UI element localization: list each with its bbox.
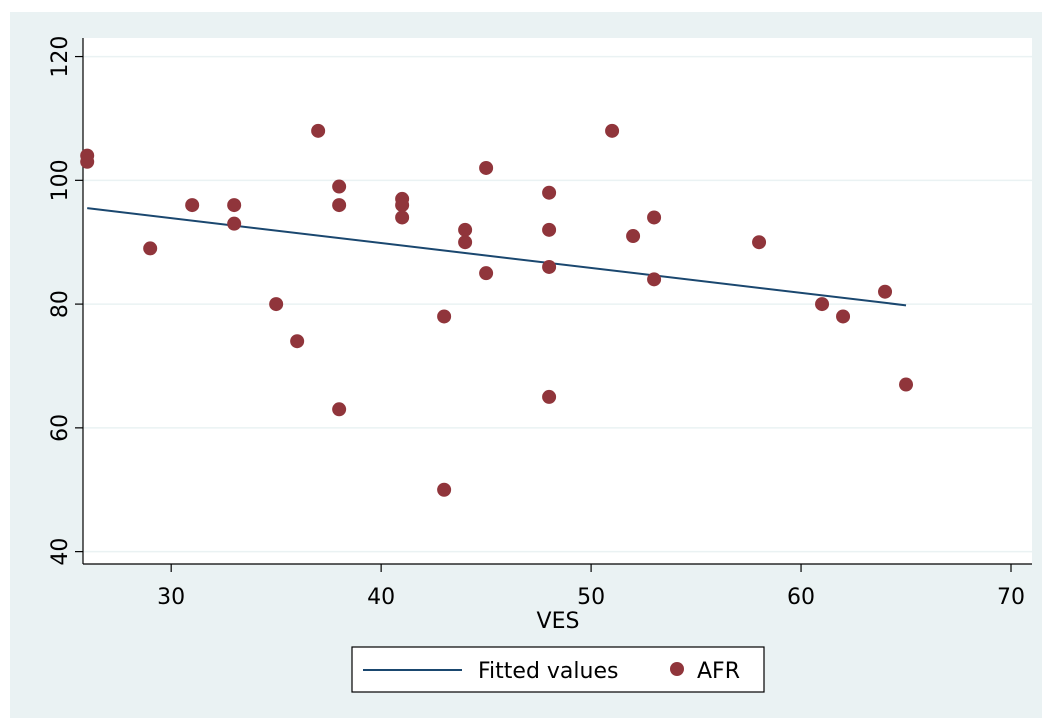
legend-fitted-label: Fitted values bbox=[478, 659, 618, 684]
afr-point bbox=[458, 235, 473, 250]
afr-point bbox=[290, 334, 305, 349]
afr-point bbox=[647, 272, 662, 287]
afr-point bbox=[185, 198, 200, 213]
afr-point bbox=[332, 179, 347, 194]
afr-point bbox=[815, 297, 830, 312]
y-tick-label: 80 bbox=[48, 290, 73, 318]
x-tick-label: 40 bbox=[367, 585, 395, 610]
afr-point bbox=[80, 154, 95, 169]
afr-point bbox=[479, 266, 494, 281]
afr-point bbox=[458, 222, 473, 237]
x-tick-label: 70 bbox=[997, 585, 1025, 610]
y-tick-label: 60 bbox=[48, 414, 73, 442]
afr-point bbox=[542, 185, 557, 200]
y-tick-label: 40 bbox=[48, 538, 73, 566]
afr-points-layer bbox=[80, 123, 914, 497]
fitted-values-line bbox=[87, 207, 907, 307]
afr-point bbox=[542, 389, 557, 404]
afr-point bbox=[311, 123, 326, 138]
afr-point bbox=[437, 309, 452, 324]
afr-point bbox=[332, 198, 347, 213]
afr-point bbox=[878, 284, 893, 299]
x-tick-label: 30 bbox=[157, 585, 185, 610]
y-tick-label: 120 bbox=[48, 36, 73, 78]
afr-point bbox=[542, 259, 557, 274]
afr-point bbox=[332, 402, 347, 417]
x-axis-title: VES bbox=[537, 609, 580, 634]
afr-point bbox=[752, 235, 767, 250]
plot-area bbox=[83, 38, 1032, 564]
afr-point bbox=[395, 198, 410, 213]
y-tick-label: 100 bbox=[48, 159, 73, 201]
afr-point bbox=[647, 210, 662, 225]
afr-point bbox=[269, 297, 284, 312]
afr-point bbox=[899, 377, 914, 392]
afr-point bbox=[836, 309, 851, 324]
afr-point bbox=[542, 222, 557, 237]
afr-point bbox=[479, 160, 494, 175]
afr-point bbox=[227, 198, 242, 213]
legend-afr-label: AFR bbox=[697, 659, 740, 684]
x-tick-label: 60 bbox=[787, 585, 815, 610]
afr-point bbox=[437, 482, 452, 497]
afr-point bbox=[626, 229, 641, 244]
afr-point bbox=[395, 210, 410, 225]
afr-point bbox=[227, 216, 242, 231]
afr-point bbox=[143, 241, 158, 256]
grid-lines bbox=[83, 55, 1032, 553]
afr-point bbox=[605, 123, 620, 138]
axes: 40 60 80 100 120 30 40 50 60 70 bbox=[48, 36, 1032, 610]
legend: Fitted values AFR bbox=[351, 646, 765, 693]
x-tick-label: 50 bbox=[577, 585, 605, 610]
fitted-line-layer bbox=[87, 207, 907, 307]
legend-afr-marker bbox=[670, 662, 684, 676]
